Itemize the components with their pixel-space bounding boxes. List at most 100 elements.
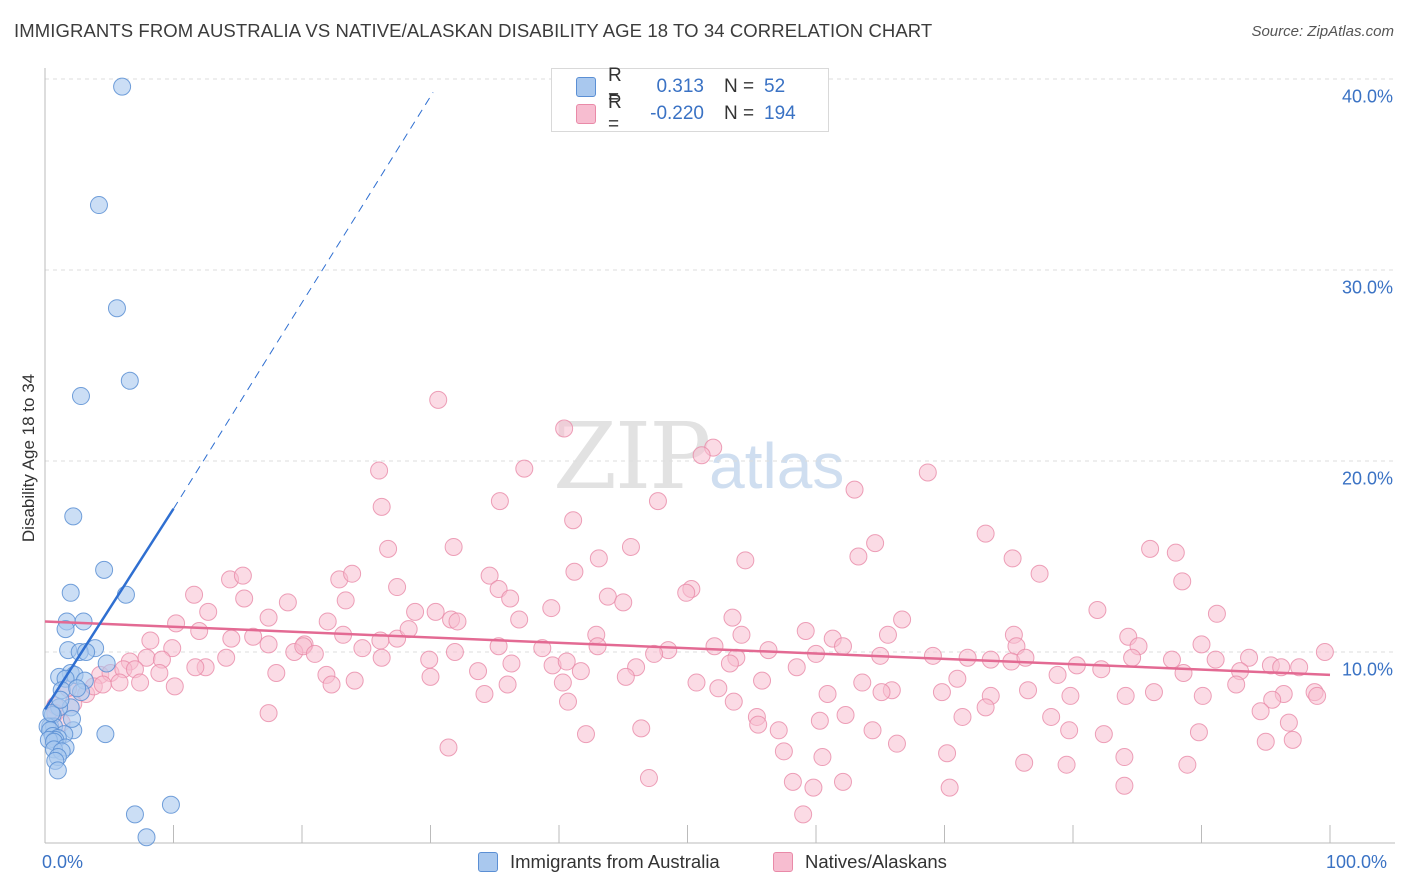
- y-tick-label-30: 30.0%: [1341, 277, 1393, 298]
- point-natives-191: [1256, 732, 1275, 751]
- point-natives-187: [863, 721, 882, 740]
- point-natives-116: [1290, 658, 1309, 677]
- point-natives-183: [576, 725, 595, 744]
- point-australia-1: [89, 196, 108, 215]
- point-natives-154: [1144, 683, 1163, 702]
- point-natives-40: [614, 593, 633, 612]
- x-tick-label-max: 100.0%: [1326, 852, 1388, 872]
- point-natives-72: [141, 631, 160, 650]
- point-natives-39: [598, 587, 617, 606]
- point-natives-111: [1123, 648, 1142, 667]
- point-natives-174: [810, 711, 829, 730]
- point-natives-122: [186, 658, 205, 677]
- point-natives-56: [190, 621, 209, 640]
- point-natives-161: [558, 692, 577, 711]
- point-natives-106: [958, 648, 977, 667]
- point-natives-12: [976, 524, 995, 543]
- point-natives-21: [1141, 539, 1160, 558]
- point-natives-53: [1088, 600, 1107, 619]
- point-natives-194: [887, 734, 906, 753]
- point-natives-201: [813, 748, 832, 767]
- point-australia-47: [161, 795, 180, 814]
- point-natives-121: [150, 664, 169, 683]
- point-natives-141: [345, 671, 364, 690]
- point-natives-140: [322, 675, 341, 694]
- point-natives-9: [372, 497, 391, 516]
- point-natives-139: [165, 677, 184, 696]
- legend-n-value: 194: [764, 103, 796, 124]
- point-natives-77: [353, 639, 372, 658]
- point-natives-160: [475, 685, 494, 704]
- point-natives-145: [616, 667, 635, 686]
- point-natives-19: [849, 547, 868, 566]
- trendline-australia: [43, 508, 175, 710]
- point-natives-113: [1206, 650, 1225, 669]
- point-natives-179: [1251, 702, 1270, 721]
- watermark-atlas: atlas: [709, 430, 845, 502]
- point-natives-153: [1048, 665, 1067, 684]
- point-natives-114: [1240, 648, 1259, 667]
- x-tick-label-min: 0.0%: [42, 852, 84, 872]
- point-natives-200: [774, 742, 793, 761]
- point-natives-63: [399, 620, 418, 639]
- point-australia-48: [137, 828, 156, 847]
- point-australia-16: [97, 654, 116, 673]
- legend-n-value: 52: [764, 76, 786, 97]
- point-natives-99: [557, 652, 576, 671]
- legend-n-label: N =: [724, 103, 755, 124]
- point-australia-35: [96, 725, 115, 744]
- point-natives-184: [632, 719, 651, 738]
- point-australia-3: [120, 371, 139, 390]
- point-natives-136: [93, 675, 112, 694]
- point-natives-66: [732, 625, 751, 644]
- point-natives-180: [1279, 713, 1298, 732]
- point-natives-169: [1193, 686, 1212, 705]
- point-natives-146: [687, 673, 706, 692]
- point-australia-46: [125, 805, 144, 824]
- point-natives-0: [429, 390, 448, 409]
- point-natives-192: [1283, 730, 1302, 749]
- point-natives-148: [753, 671, 772, 690]
- point-natives-74: [259, 635, 278, 654]
- point-natives-80: [588, 637, 607, 656]
- point-natives-205: [794, 805, 813, 824]
- point-natives-8: [648, 492, 667, 511]
- point-australia-5: [64, 507, 83, 526]
- point-natives-27: [480, 566, 499, 585]
- point-natives-165: [932, 683, 951, 702]
- point-natives-112: [1162, 650, 1181, 669]
- point-natives-196: [1015, 753, 1034, 772]
- point-natives-130: [1174, 664, 1193, 683]
- legend-row-australia: R = 0.313 N = 52: [576, 65, 786, 108]
- point-natives-168: [1116, 686, 1135, 705]
- point-natives-1: [555, 419, 574, 438]
- point-natives-24: [233, 566, 252, 585]
- point-natives-94: [305, 644, 324, 663]
- point-natives-162: [724, 692, 743, 711]
- point-natives-11: [564, 511, 583, 530]
- point-natives-58: [244, 627, 263, 646]
- point-natives-207: [1115, 776, 1134, 795]
- point-natives-62: [388, 629, 407, 648]
- point-natives-34: [185, 585, 204, 604]
- point-natives-123: [267, 664, 286, 683]
- point-natives-149: [853, 673, 872, 692]
- point-australia-10: [74, 612, 93, 631]
- point-natives-195: [938, 744, 957, 763]
- point-natives-29: [1030, 564, 1049, 583]
- point-natives-15: [621, 537, 640, 556]
- point-natives-36: [278, 593, 297, 612]
- bottom-legend-label-natives: Natives/Alaskans: [805, 851, 947, 872]
- legend-r-value: 0.313: [656, 76, 704, 97]
- legend-swatch-natives: [576, 104, 596, 124]
- point-natives-18: [736, 551, 755, 570]
- point-australia-2: [107, 299, 126, 318]
- legend-r-label: R =: [608, 92, 622, 135]
- point-natives-52: [893, 610, 912, 629]
- point-natives-30: [1173, 572, 1192, 591]
- point-natives-13: [379, 539, 398, 558]
- point-natives-137: [110, 673, 129, 692]
- point-natives-203: [783, 772, 802, 791]
- point-natives-51: [723, 608, 742, 627]
- point-natives-167: [1061, 686, 1080, 705]
